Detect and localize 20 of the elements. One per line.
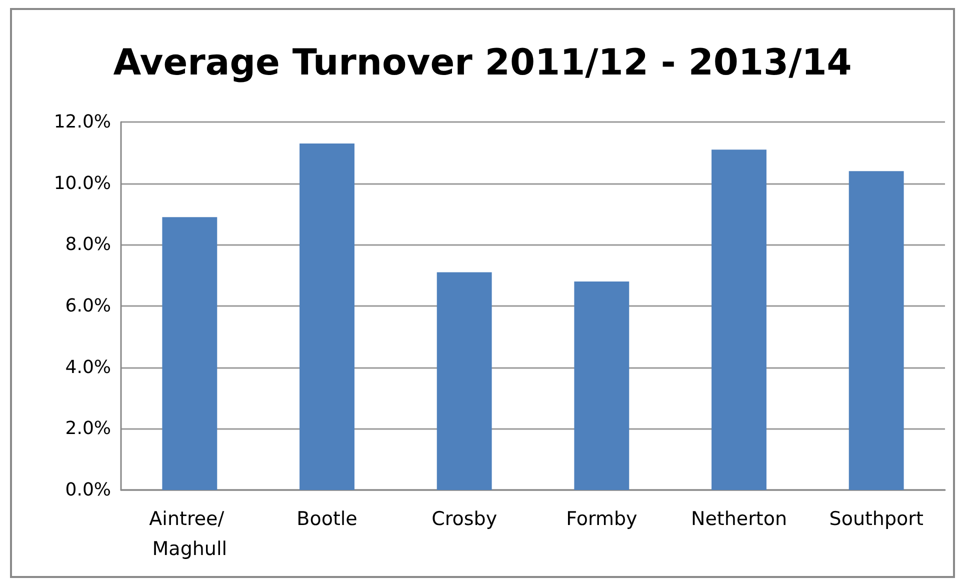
y-tick-label: 10.0%: [54, 172, 111, 194]
y-tick-label: 12.0%: [54, 112, 111, 132]
bar: [848, 171, 904, 490]
x-tick-label: Bootle: [296, 508, 358, 530]
bar: [436, 272, 492, 490]
y-tick-label: 8.0%: [65, 234, 111, 256]
y-tick-label: 2.0%: [65, 418, 111, 440]
y-tick-label: 0.0%: [65, 480, 111, 500]
bar: [712, 150, 766, 490]
x-tick-label: Formby: [566, 508, 638, 530]
chart-title: Average Turnover 2011/12 - 2013/14: [113, 42, 852, 84]
x-tick-label: Crosby: [432, 508, 498, 530]
x-tick-label: Southport: [829, 508, 924, 530]
y-tick-label: 6.0%: [65, 296, 111, 316]
bar: [300, 143, 354, 490]
bar: [574, 281, 630, 490]
x-tick-label: Netherton: [690, 508, 788, 530]
y-tick-label: 4.0%: [65, 356, 111, 378]
bar: [162, 217, 218, 490]
x-tick-label: Aintree/ Maghull: [149, 508, 230, 560]
